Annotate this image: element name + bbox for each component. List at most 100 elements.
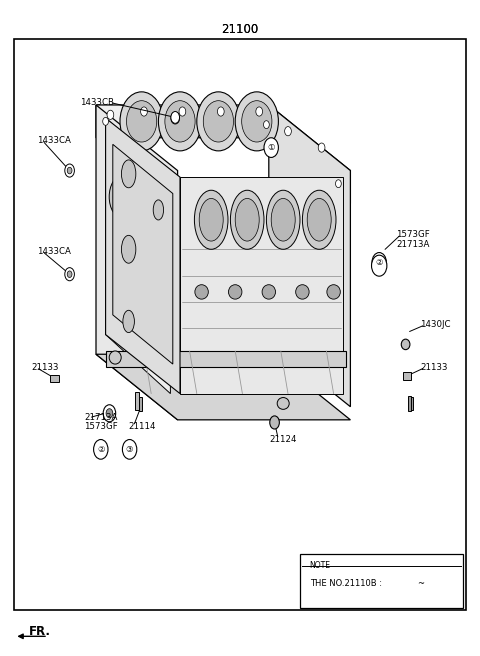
Circle shape [372, 253, 386, 272]
Circle shape [336, 180, 341, 188]
Text: 21100: 21100 [221, 23, 259, 36]
Ellipse shape [123, 185, 150, 228]
Text: 1573GF: 1573GF [84, 422, 118, 431]
Circle shape [217, 107, 224, 116]
Text: 1433CA: 1433CA [37, 247, 72, 256]
Text: ①: ① [407, 579, 414, 588]
Text: 21114: 21114 [129, 422, 156, 431]
Ellipse shape [277, 398, 289, 409]
Circle shape [120, 92, 163, 151]
Text: THE NO.21110B :: THE NO.21110B : [310, 579, 384, 588]
Ellipse shape [194, 190, 228, 249]
Ellipse shape [123, 310, 134, 333]
Text: 1433CB: 1433CB [80, 98, 114, 107]
FancyBboxPatch shape [50, 375, 59, 382]
Polygon shape [96, 354, 350, 420]
Text: 21713A: 21713A [396, 239, 430, 249]
Polygon shape [113, 144, 173, 364]
Bar [408, 396, 411, 411]
Ellipse shape [121, 236, 136, 263]
Ellipse shape [142, 201, 160, 232]
Ellipse shape [195, 285, 208, 299]
Ellipse shape [235, 198, 259, 241]
Text: 21133: 21133 [31, 363, 59, 372]
Polygon shape [106, 351, 346, 367]
Ellipse shape [302, 190, 336, 249]
Circle shape [179, 107, 186, 116]
Circle shape [122, 440, 137, 459]
Circle shape [372, 255, 387, 276]
Text: ①: ① [267, 143, 275, 152]
Circle shape [103, 117, 108, 125]
Circle shape [270, 416, 279, 429]
Ellipse shape [266, 190, 300, 249]
Ellipse shape [307, 198, 331, 241]
Ellipse shape [109, 351, 121, 364]
Circle shape [103, 405, 116, 422]
Bar [139, 397, 142, 411]
Text: 21133: 21133 [420, 363, 448, 372]
Polygon shape [269, 105, 350, 407]
Circle shape [107, 110, 114, 119]
Ellipse shape [199, 198, 223, 241]
Polygon shape [106, 118, 180, 394]
Ellipse shape [128, 191, 146, 222]
Circle shape [171, 112, 180, 124]
Ellipse shape [228, 285, 242, 299]
Circle shape [242, 100, 272, 142]
FancyBboxPatch shape [403, 372, 411, 380]
Ellipse shape [121, 160, 136, 188]
Circle shape [141, 107, 147, 116]
Text: FR.: FR. [29, 625, 51, 638]
Text: ③: ③ [126, 445, 133, 454]
Text: 21100: 21100 [221, 23, 259, 36]
Text: 1573GF: 1573GF [396, 230, 430, 239]
Text: 21713A: 21713A [84, 413, 118, 422]
Circle shape [285, 127, 291, 136]
Circle shape [165, 100, 195, 142]
Ellipse shape [138, 195, 164, 237]
Text: ②: ② [375, 258, 383, 267]
Text: ②: ② [97, 445, 105, 454]
Circle shape [67, 167, 72, 174]
Circle shape [318, 143, 325, 152]
Circle shape [235, 92, 278, 151]
Text: ③: ③ [427, 579, 433, 588]
Polygon shape [96, 105, 350, 203]
Circle shape [65, 164, 74, 177]
Bar [410, 397, 413, 410]
Ellipse shape [327, 285, 340, 299]
Ellipse shape [109, 175, 135, 218]
Circle shape [424, 575, 436, 592]
Circle shape [171, 112, 180, 123]
Text: 21124: 21124 [269, 435, 297, 444]
Ellipse shape [113, 181, 132, 213]
Text: 1430JC: 1430JC [420, 320, 451, 329]
Ellipse shape [271, 198, 295, 241]
Ellipse shape [296, 285, 309, 299]
Polygon shape [96, 105, 178, 420]
Circle shape [197, 92, 240, 151]
Ellipse shape [262, 285, 276, 299]
FancyBboxPatch shape [300, 554, 463, 608]
Bar [135, 392, 139, 410]
Polygon shape [180, 177, 343, 394]
Circle shape [264, 138, 278, 157]
Circle shape [158, 92, 202, 151]
Circle shape [256, 107, 263, 116]
Ellipse shape [153, 200, 164, 220]
Bar [14, 39, 466, 610]
Circle shape [204, 100, 233, 142]
Ellipse shape [401, 339, 410, 350]
Circle shape [94, 440, 108, 459]
Ellipse shape [230, 190, 264, 249]
Circle shape [264, 121, 269, 129]
Text: ~: ~ [418, 579, 425, 588]
Circle shape [404, 575, 417, 592]
Circle shape [126, 100, 156, 142]
Circle shape [65, 268, 74, 281]
Polygon shape [106, 118, 170, 394]
Circle shape [67, 271, 72, 277]
Text: NOTE: NOTE [310, 561, 331, 570]
Circle shape [106, 409, 113, 418]
